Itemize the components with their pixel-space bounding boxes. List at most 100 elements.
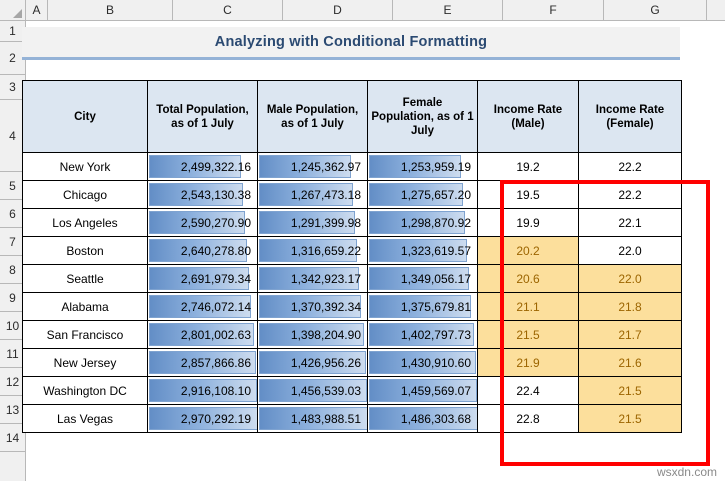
row-header-14[interactable]: 14: [0, 424, 25, 452]
cell-total-population[interactable]: 2,640,278.80: [147, 236, 258, 265]
cell-city[interactable]: Los Angeles: [22, 208, 148, 237]
cell-income-male[interactable]: 21.1: [477, 292, 579, 321]
cell-female-population[interactable]: 1,486,303.68: [367, 404, 478, 433]
cell-income-female[interactable]: 21.6: [578, 348, 682, 377]
databar: [369, 323, 474, 346]
cell-total-population[interactable]: 2,590,270.90: [147, 208, 258, 237]
cell-female-population[interactable]: 1,459,569.07: [367, 376, 478, 405]
cell-total-population[interactable]: 2,499,322.16: [147, 152, 258, 181]
cell-female-population[interactable]: 1,349,056.17: [367, 264, 478, 293]
row-header-4[interactable]: 4: [0, 100, 25, 172]
row-header-8[interactable]: 8: [0, 256, 25, 284]
cell-income-female[interactable]: 21.8: [578, 292, 682, 321]
cell-female-population[interactable]: 1,323,619.57: [367, 236, 478, 265]
cell-income-female[interactable]: 21.7: [578, 320, 682, 349]
cell-female-population[interactable]: 1,430,910.60: [367, 348, 478, 377]
cell-city[interactable]: Alabama: [22, 292, 148, 321]
row-header-1[interactable]: 1: [0, 21, 25, 42]
cell-value: 1,456,539.03: [290, 383, 361, 398]
cell-income-female[interactable]: 21.5: [578, 376, 682, 405]
cell-female-population[interactable]: 1,275,657.20: [367, 180, 478, 209]
cell-city[interactable]: San Francisco: [22, 320, 148, 349]
cell-female-population[interactable]: 1,402,797.73: [367, 320, 478, 349]
col-header-female-pop[interactable]: Female Population, as of 1 July: [367, 80, 478, 153]
cell-income-male[interactable]: 21.5: [477, 320, 579, 349]
table-body: New York 2,499,322.16 1,245,362.97 1,253,95…: [22, 152, 682, 433]
cell-value: 2,543,130.38: [180, 187, 251, 202]
cell-total-population[interactable]: 2,691,979.34: [147, 264, 258, 293]
cell-income-male[interactable]: 20.6: [477, 264, 579, 293]
cell-income-female[interactable]: 22.1: [578, 208, 682, 237]
databar: [149, 183, 243, 206]
cell-income-female[interactable]: 22.0: [578, 236, 682, 265]
cell-female-population[interactable]: 1,375,679.81: [367, 292, 478, 321]
col-header-income-female[interactable]: Income Rate (Female): [578, 80, 682, 153]
cell-value: 2,691,979.34: [180, 271, 251, 286]
row-header-12[interactable]: 12: [0, 368, 25, 396]
column-header-f[interactable]: F: [503, 0, 604, 20]
cell-male-population[interactable]: 1,267,473.18: [257, 180, 368, 209]
cell-female-population[interactable]: 1,298,870.92: [367, 208, 478, 237]
cell-female-population[interactable]: 1,253,959.19: [367, 152, 478, 181]
row-header-11[interactable]: 11: [0, 340, 25, 368]
row-header-6[interactable]: 6: [0, 200, 25, 228]
cell-income-female[interactable]: 22.0: [578, 264, 682, 293]
cell-city[interactable]: New Jersey: [22, 348, 148, 377]
col-header-city[interactable]: City: [22, 80, 148, 153]
row-header-3[interactable]: 3: [0, 75, 25, 100]
cell-male-population[interactable]: 1,291,399.98: [257, 208, 368, 237]
row-header-5[interactable]: 5: [0, 172, 25, 200]
cell-income-male[interactable]: 22.4: [477, 376, 579, 405]
cell-total-population[interactable]: 2,857,866.86: [147, 348, 258, 377]
cell-male-population[interactable]: 1,370,392.34: [257, 292, 368, 321]
cell-male-population[interactable]: 1,342,923.17: [257, 264, 368, 293]
table-row: Las Vegas 2,970,292.19 1,483,988.51 1,486,3…: [22, 404, 682, 433]
row-header-7[interactable]: 7: [0, 228, 25, 256]
col-header-total-pop[interactable]: Total Population, as of 1 July: [147, 80, 258, 153]
row-header-13[interactable]: 13: [0, 396, 25, 424]
cell-income-male[interactable]: 22.8: [477, 404, 579, 433]
cell-city[interactable]: Chicago: [22, 180, 148, 209]
cell-income-male[interactable]: 20.2: [477, 236, 579, 265]
cell-total-population[interactable]: 2,543,130.38: [147, 180, 258, 209]
cell-total-population[interactable]: 2,970,292.19: [147, 404, 258, 433]
cell-income-male[interactable]: 21.9: [477, 348, 579, 377]
databar: [149, 407, 257, 430]
cell-income-male[interactable]: 19.2: [477, 152, 579, 181]
column-header-g[interactable]: G: [604, 0, 707, 20]
cell-male-population[interactable]: 1,316,659.22: [257, 236, 368, 265]
cell-income-male[interactable]: 19.5: [477, 180, 579, 209]
column-header-a[interactable]: A: [26, 0, 48, 20]
databar: [149, 155, 241, 178]
cell-city[interactable]: Las Vegas: [22, 404, 148, 433]
cell-city[interactable]: New York: [22, 152, 148, 181]
row-header-2[interactable]: 2: [0, 42, 25, 75]
cell-city[interactable]: Boston: [22, 236, 148, 265]
cell-male-population[interactable]: 1,483,988.51: [257, 404, 368, 433]
cell-value: 1,316,659.22: [290, 243, 361, 258]
databar: [149, 295, 252, 318]
cell-male-population[interactable]: 1,456,539.03: [257, 376, 368, 405]
row-header-10[interactable]: 10: [0, 312, 25, 340]
select-all-button[interactable]: [0, 0, 26, 20]
cell-total-population[interactable]: 2,916,108.10: [147, 376, 258, 405]
cell-income-male[interactable]: 19.9: [477, 208, 579, 237]
cell-city[interactable]: Seattle: [22, 264, 148, 293]
cell-male-population[interactable]: 1,398,204.90: [257, 320, 368, 349]
column-header-d[interactable]: D: [283, 0, 393, 20]
col-header-income-male[interactable]: Income Rate (Male): [477, 80, 579, 153]
column-header-e[interactable]: E: [393, 0, 503, 20]
cell-male-population[interactable]: 1,426,956.26: [257, 348, 368, 377]
cell-city[interactable]: Washington DC: [22, 376, 148, 405]
cell-male-population[interactable]: 1,245,362.97: [257, 152, 368, 181]
col-header-male-pop[interactable]: Male Population, as of 1 July: [257, 80, 368, 153]
row-header-9[interactable]: 9: [0, 284, 25, 312]
cell-total-population[interactable]: 2,801,002.63: [147, 320, 258, 349]
cell-total-population[interactable]: 2,746,072.14: [147, 292, 258, 321]
column-header-c[interactable]: C: [173, 0, 283, 20]
cell-income-female[interactable]: 21.5: [578, 404, 682, 433]
cell-income-female[interactable]: 22.2: [578, 152, 682, 181]
column-header-b[interactable]: B: [48, 0, 173, 20]
cell-value: 1,298,870.92: [400, 215, 471, 230]
cell-income-female[interactable]: 22.2: [578, 180, 682, 209]
